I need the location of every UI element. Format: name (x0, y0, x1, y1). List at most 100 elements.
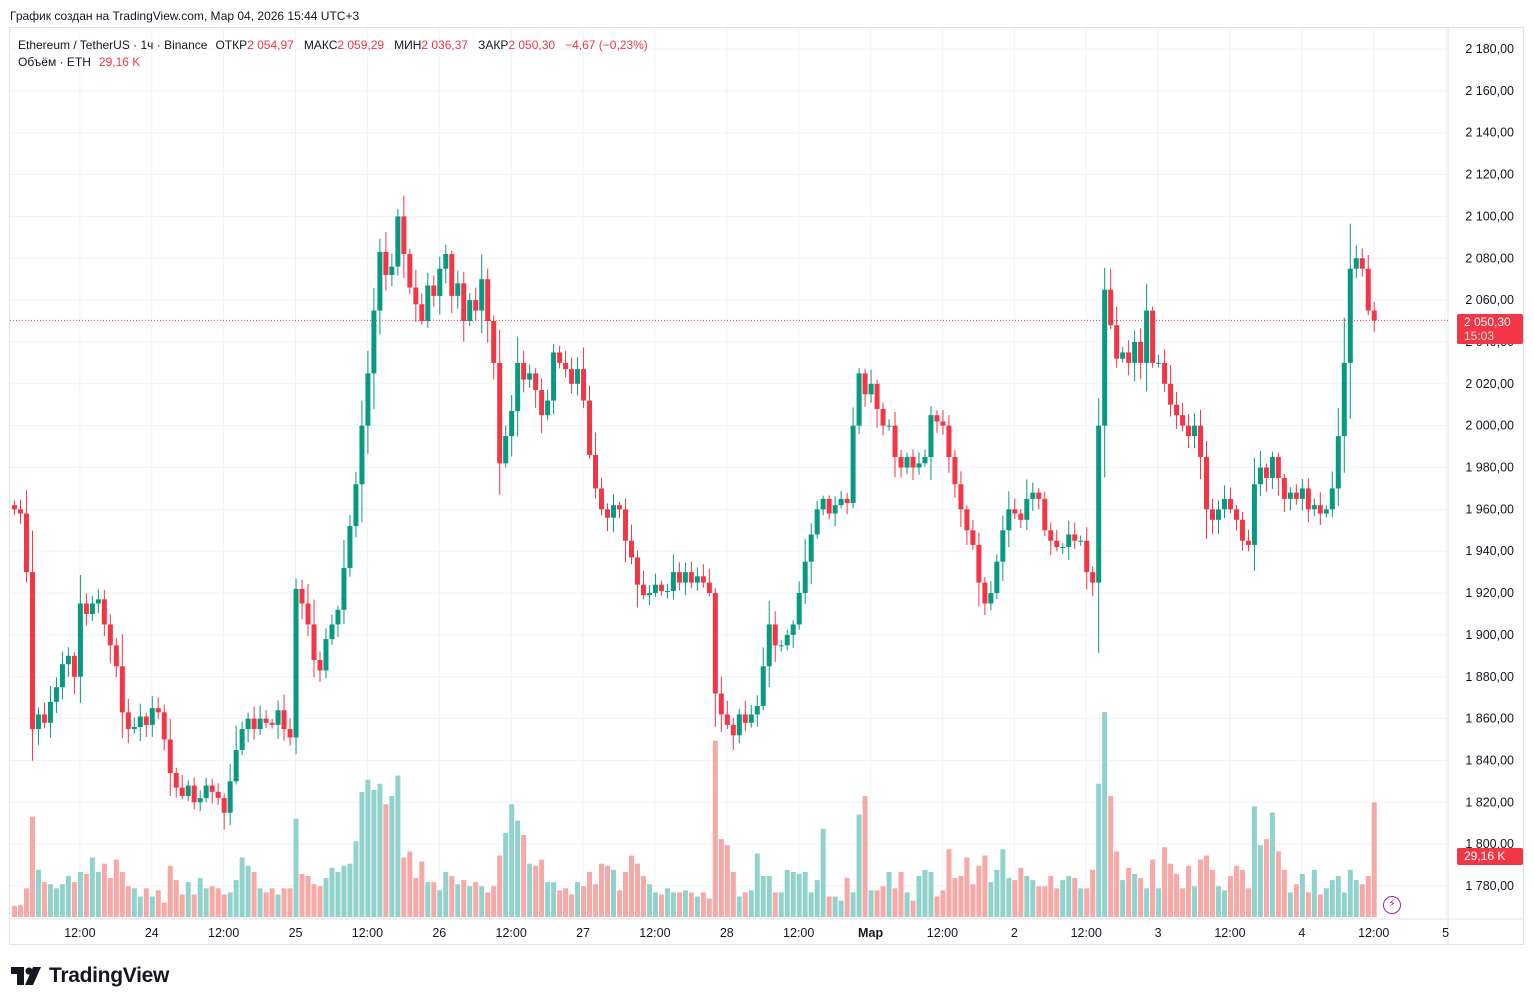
price-tick-label: 1 920,00 (1465, 586, 1514, 600)
volume-bar (611, 869, 616, 917)
candle (227, 764, 233, 826)
candle-body (1293, 492, 1299, 499)
chart-frame (9, 27, 1524, 945)
candle (305, 583, 311, 637)
volume-bar (401, 857, 407, 917)
candle (419, 293, 425, 325)
volume-row: Объём · ETH 29,16 K (18, 54, 654, 71)
candle-body (1305, 488, 1311, 510)
candle (611, 494, 616, 532)
candle-body (1018, 513, 1024, 520)
volume-bar (287, 888, 293, 917)
candle (1012, 498, 1018, 519)
volume-bar (742, 892, 748, 917)
volume-bar (12, 905, 17, 917)
volume-bar (886, 871, 892, 917)
candle-body (652, 584, 658, 594)
candle-body (862, 373, 868, 395)
volume-bar (802, 871, 808, 917)
candle-body (724, 714, 730, 725)
candle (1054, 530, 1060, 552)
candle-body (1132, 341, 1138, 363)
candle (269, 719, 275, 729)
volume-bar (1221, 890, 1227, 917)
candle-body (820, 498, 826, 510)
volume-bar (191, 894, 197, 917)
candle-body (1096, 425, 1102, 583)
candle (634, 550, 640, 608)
lightning-icon[interactable]: ⚡ (1383, 896, 1401, 914)
candle (1162, 349, 1168, 393)
volume-bar (209, 886, 215, 917)
volume-bar (1096, 783, 1102, 917)
candle-body (359, 425, 365, 485)
candle (371, 288, 377, 410)
volume-bar (646, 884, 652, 917)
volume-bar (17, 905, 23, 917)
candle-body (365, 373, 371, 426)
volume-bar (1132, 873, 1138, 917)
candle-body (521, 362, 527, 380)
candle-body (581, 369, 587, 401)
candle-body (47, 701, 53, 723)
volume-bar (1317, 894, 1323, 917)
candle (593, 432, 599, 499)
candle-body (485, 279, 491, 322)
candle-body (1156, 362, 1162, 364)
candle-body (59, 664, 65, 688)
candle (664, 583, 670, 599)
candle (1030, 482, 1036, 511)
volume-bar (1072, 878, 1078, 917)
volume-bar (826, 896, 832, 917)
candle (581, 347, 587, 409)
candle-body (976, 544, 982, 583)
candle (479, 254, 485, 334)
volume-bar (161, 902, 167, 917)
volume-bar (724, 845, 730, 917)
candle-body (329, 624, 335, 640)
candle (1317, 492, 1323, 526)
candle-body (77, 603, 83, 677)
candle (652, 573, 658, 597)
candle-body (1180, 415, 1186, 426)
volume-bar (1269, 812, 1275, 917)
candle (263, 710, 269, 728)
candle-body (401, 216, 407, 255)
volume-bar (682, 890, 688, 917)
candle-body (640, 584, 646, 596)
candle (1347, 223, 1353, 420)
volume-bar (1281, 869, 1287, 917)
candle-body (149, 708, 155, 725)
candle-body (317, 660, 323, 671)
tradingview-logo[interactable]: TradingView (11, 964, 169, 988)
candle (1359, 248, 1365, 277)
volume-bar (539, 859, 545, 917)
candle (826, 495, 832, 520)
candle (113, 638, 119, 678)
candle (850, 407, 856, 509)
candle (1156, 354, 1162, 368)
candle-body (844, 498, 850, 504)
volume-bar (1036, 886, 1042, 917)
volume-bar (1126, 867, 1132, 917)
volume-bar (910, 900, 916, 917)
symbol-label[interactable]: Ethereum / TetherUS · 1ч · Binance (18, 38, 208, 52)
candle (1060, 543, 1066, 554)
candle (413, 269, 419, 322)
time-tick-label: 28 (720, 926, 734, 940)
candle-body (1359, 258, 1365, 269)
volume-bar (317, 886, 323, 917)
volume-bar (982, 855, 988, 917)
candle-body (539, 390, 545, 416)
volume-label[interactable]: Объём · ETH (18, 55, 91, 69)
volume-bar (473, 882, 479, 917)
volume-bar (251, 871, 257, 917)
time-tick-label: 25 (289, 926, 303, 940)
candle (323, 628, 329, 679)
candle (215, 783, 221, 806)
candle-body (928, 415, 934, 458)
candle (173, 767, 179, 798)
volume-bar (65, 876, 71, 917)
candle (616, 501, 622, 519)
